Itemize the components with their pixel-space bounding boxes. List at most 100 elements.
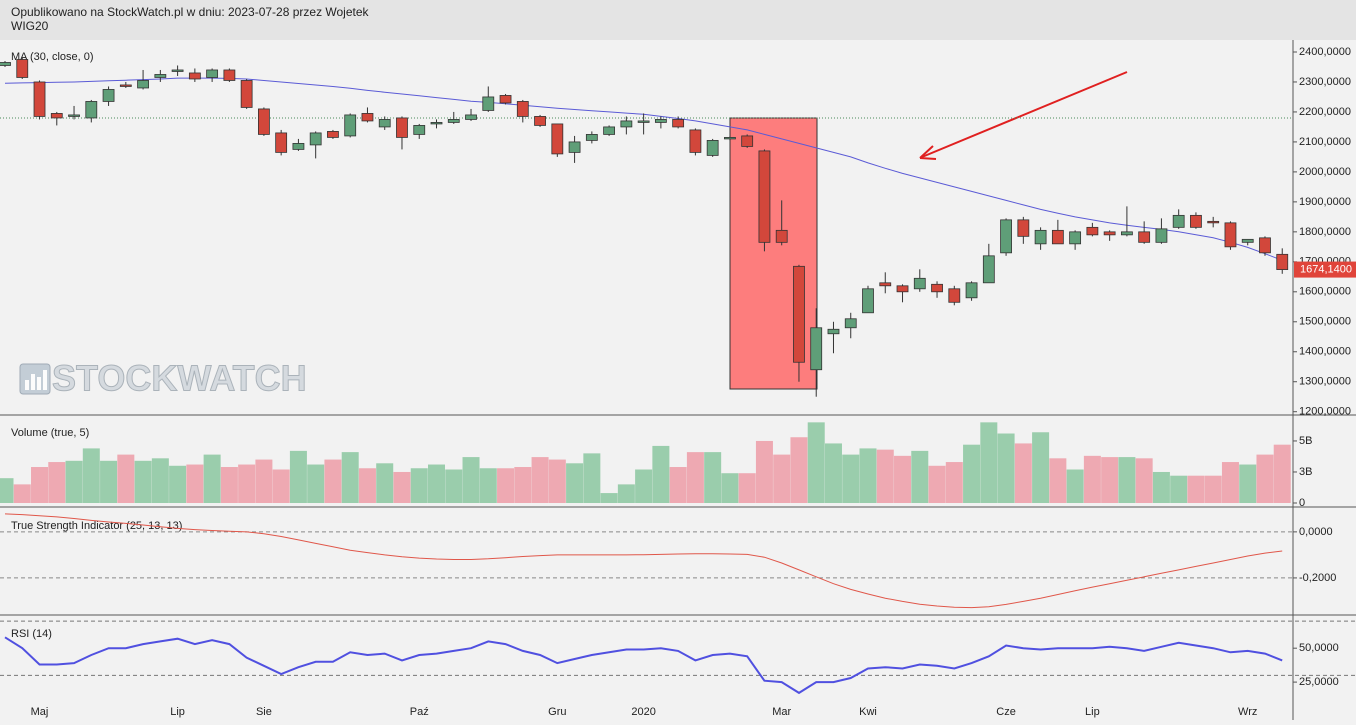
volume-bar [1083,455,1101,503]
candle-body [1069,231,1082,245]
y-tick-label: 1500,0000 [1299,316,1351,328]
candle-body [430,122,443,125]
candle-body [223,69,236,81]
volume-bar [1204,475,1222,503]
candle-body [1017,219,1030,237]
volume-bar [807,422,825,503]
volume-bar [824,443,842,503]
candle-body [862,288,874,314]
last-price-label: 1674,1400 [1300,263,1352,275]
y-tick-label: 25,0000 [1299,676,1339,688]
volume-bar [704,452,722,503]
y-tick-label: 1200,0000 [1299,406,1351,418]
volume-bar [1256,454,1274,503]
candle-body [344,114,357,137]
candle-body [1172,214,1185,228]
y-tick-label: 1300,0000 [1299,376,1351,388]
volume-bar [1170,475,1188,503]
candle-body [85,101,98,119]
y-tick-label: 2300,0000 [1299,76,1351,88]
candle-body [896,285,909,293]
candle-body [1241,238,1254,243]
volume-bar [997,433,1015,503]
candle-body [741,135,754,147]
arrow-head [919,145,937,160]
candle-body [1224,222,1237,248]
volume-bar [1239,464,1257,503]
volume-bar [48,462,66,503]
volume-bar [911,450,929,503]
candle-body [1000,219,1012,254]
candle-body [499,95,512,104]
candle-body [793,265,805,363]
candle-body [482,96,495,111]
candle-body [706,140,719,156]
volume-bar [100,460,118,503]
candle-body [810,327,823,371]
volume-bar [773,454,791,503]
volume-bar [617,484,635,503]
x-tick-label: 2020 [631,706,655,718]
arrow [921,71,1128,158]
candle-body [965,282,978,299]
candle-body [1086,226,1099,236]
candle-body [775,229,788,243]
volume-bar [82,448,100,503]
x-tick-label: Paź [410,706,429,718]
watermark-text: STOCKWATCH [52,358,307,399]
candle-body [844,318,857,329]
volume-bar [859,448,877,503]
volume-bar [1152,471,1170,503]
volume-bar [428,464,445,503]
volume-bar [1066,469,1084,503]
volume-bar [876,449,894,503]
candle-body [0,62,11,66]
candle-body [119,84,132,87]
volume-bar [255,459,273,503]
volume-bar [928,465,946,503]
volume-bar [721,473,739,503]
volume-bar [686,452,704,503]
header-text: Opublikowano na StockWatch.pl w dniu: 20… [11,5,370,19]
candle-body [551,123,564,155]
volume-bar [13,484,31,503]
y-tick-label: 2100,0000 [1299,136,1351,148]
y-tick-label: -0,2000 [1299,572,1336,584]
volume-bar [1049,458,1067,503]
candle-body [1259,237,1271,254]
y-tick-label: 0 [1299,497,1305,509]
volume-bar [272,469,290,503]
candle-body [396,117,408,138]
panel-title: RSI (14) [11,628,52,640]
volume-bar [635,469,653,503]
candle-body [1034,229,1047,245]
candle-body [516,101,529,117]
candle-body [534,116,546,126]
x-tick-label: Maj [31,706,49,718]
y-tick-label: 3B [1299,466,1312,478]
panel-title: True Strength Indicator (25, 13, 13) [11,520,182,532]
candle-body [50,113,63,119]
candle-body [327,131,339,138]
volume-bar [600,493,618,503]
volume-bar [479,468,497,503]
x-tick-label: Wrz [1238,706,1257,718]
volume-bar [514,467,532,503]
candle-body [465,114,477,120]
volume-bar [1118,457,1136,503]
x-tick-label: Mar [772,706,791,718]
volume-bar [410,468,428,503]
candle-body [585,134,598,141]
x-tick-label: Cze [996,706,1016,718]
x-tick-label: Sie [256,706,272,718]
volume-bar [894,455,912,503]
header-bar [0,0,1356,40]
candle-body [361,113,374,122]
volume-bar [790,437,808,503]
candle-body [568,141,581,153]
volume-bar [1135,458,1153,503]
volume-bar [669,467,687,503]
candle-body [1276,253,1289,270]
candle-body [1103,231,1116,236]
volume-bar [945,462,963,503]
